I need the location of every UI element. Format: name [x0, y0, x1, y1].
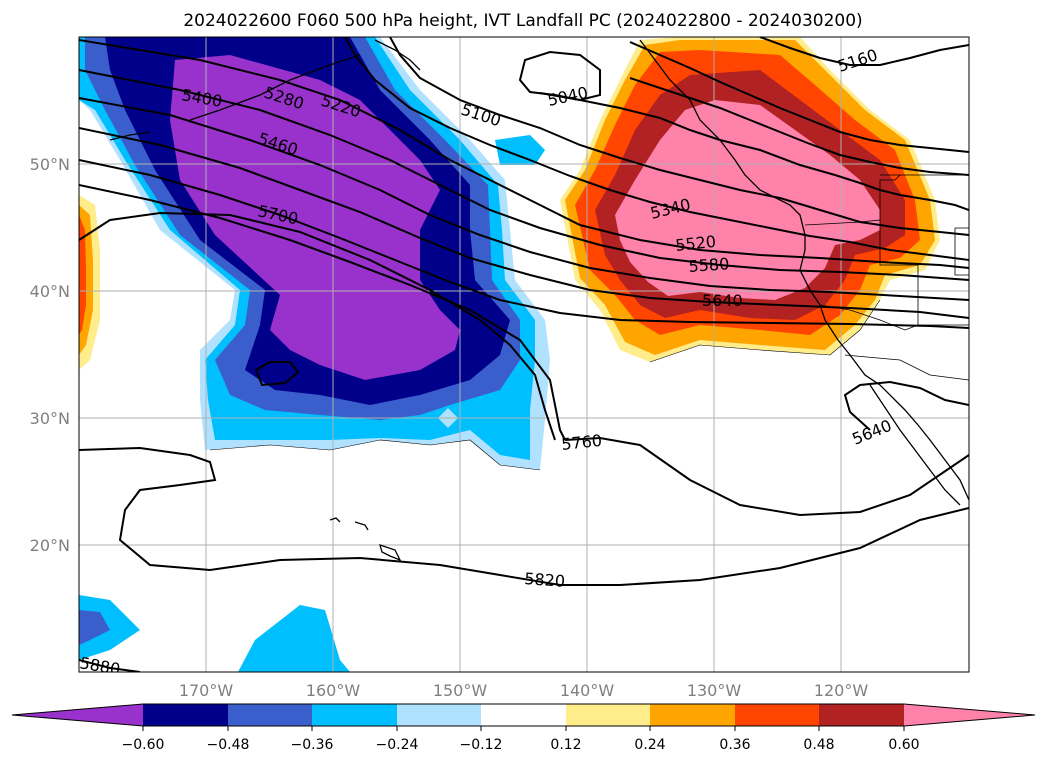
colorbar-bin [735, 704, 819, 726]
map-title: 2024022600 F060 500 hPa height, IVT Land… [183, 11, 862, 31]
height-contours [79, 37, 969, 672]
lat-label: 20°N [30, 536, 70, 555]
colorbar-bin [397, 704, 481, 726]
lon-label: 140°W [560, 681, 615, 700]
colorbar-tick-label: 0.24 [634, 737, 665, 753]
lon-label: 150°W [433, 681, 488, 700]
colorbar-extend-high [904, 704, 1035, 726]
contour-label: 5820 [524, 569, 566, 591]
map-frame [78, 36, 970, 673]
colorbar-tick-label: 0.48 [803, 737, 834, 753]
contour-label: 5880 [78, 653, 121, 679]
colorbar-bin [143, 704, 228, 726]
colorbar-bin [228, 704, 312, 726]
colorbar-bin [566, 704, 650, 726]
colorbar-bin [819, 704, 904, 726]
colorbar-bin [481, 704, 566, 726]
colorbar-extend-low [12, 704, 143, 726]
lat-label: 40°N [30, 282, 70, 301]
lat-label: 30°N [30, 409, 70, 428]
latitude-labels: 50°N 40°N 30°N 20°N [30, 155, 70, 555]
lon-label: 170°W [179, 681, 234, 700]
colorbar-bin [650, 704, 735, 726]
contour-label: 5760 [560, 431, 602, 454]
contour-label: 5580 [688, 254, 730, 276]
longitude-labels: 170°W 160°W 150°W 140°W 130°W 120°W [179, 681, 869, 700]
colorbar-tick-label: −0.36 [291, 737, 334, 753]
contour-label: 5520 [674, 232, 716, 255]
colorbar-tick-label: −0.12 [460, 737, 503, 753]
colorbar-ticks [142, 726, 905, 731]
map-panel: 5400 5280 5220 5100 5040 5160 5460 5700 … [78, 37, 969, 679]
colorbar-tick-label: 0.36 [719, 737, 750, 753]
coastlines [109, 39, 969, 562]
colorbar-tick-label: 0.12 [550, 737, 581, 753]
colorbar-tick-label: −0.24 [376, 737, 419, 753]
lon-label: 130°W [687, 681, 742, 700]
colorbar-tick-label: −0.60 [122, 737, 165, 753]
colorbar-bin [312, 704, 397, 726]
lon-label: 160°W [306, 681, 361, 700]
colorbar: −0.60 −0.48 −0.36 −0.24 −0.12 0.12 0.24 … [11, 703, 1036, 753]
colorbar-tick-label: 0.60 [888, 737, 919, 753]
contour-label: 5640 [702, 291, 743, 310]
colorbar-tick-label: −0.48 [207, 737, 250, 753]
lat-label: 50°N [30, 155, 70, 174]
lon-label: 120°W [814, 681, 869, 700]
